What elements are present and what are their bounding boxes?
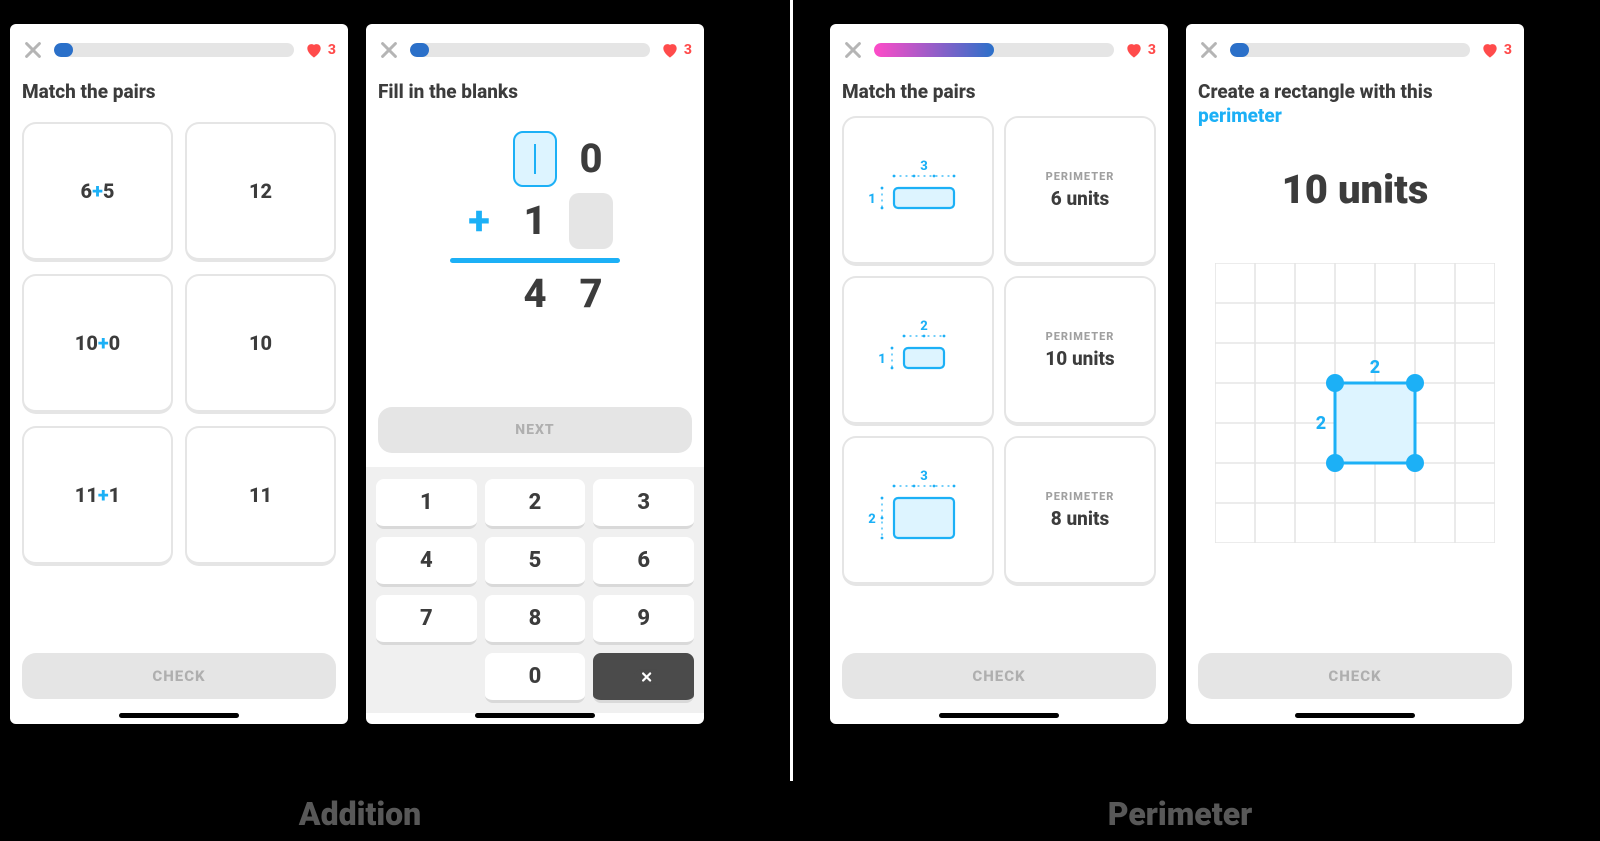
key-spacer bbox=[376, 653, 477, 703]
progress-fill bbox=[54, 43, 73, 57]
digit-row2-left: 1 bbox=[513, 197, 557, 244]
home-indicator bbox=[1295, 713, 1415, 718]
numkey-4[interactable]: 4 bbox=[376, 537, 477, 587]
next-button[interactable]: NEXT bbox=[378, 407, 692, 453]
progress-bar bbox=[410, 43, 650, 57]
progress-bar bbox=[54, 43, 294, 57]
digit-sum-right: 7 bbox=[569, 270, 613, 317]
hearts-counter[interactable]: 3 bbox=[1480, 40, 1512, 60]
match-card[interactable]: 6 + 5 bbox=[22, 122, 173, 262]
hearts-counter[interactable]: 3 bbox=[1124, 40, 1156, 60]
keypad: 123 456 7890 bbox=[366, 467, 704, 713]
progress-bar bbox=[874, 43, 1114, 57]
phone-perimeter-create: 3 Create a rectangle with this perimeter… bbox=[1186, 24, 1524, 724]
numkey-8[interactable]: 8 bbox=[485, 595, 586, 645]
prompt-part-a: Create a rectangle with this bbox=[1198, 80, 1433, 103]
svg-text:3: 3 bbox=[920, 469, 928, 484]
progress-fill bbox=[410, 43, 429, 57]
answer-card[interactable]: PERIMETER8 units bbox=[1004, 436, 1156, 586]
home-indicator bbox=[119, 713, 239, 718]
grid-canvas[interactable]: 22 bbox=[1215, 263, 1495, 547]
progress-fill bbox=[1230, 43, 1249, 57]
numkey-0[interactable]: 0 bbox=[485, 653, 586, 703]
hearts-counter[interactable]: 3 bbox=[660, 40, 692, 60]
numkey-7[interactable]: 7 bbox=[376, 595, 477, 645]
svg-text:2: 2 bbox=[868, 512, 876, 527]
heart-count: 3 bbox=[328, 42, 336, 58]
phone-addition-match: 3 Match the pairs 6 + 51210 + 01011 + 11… bbox=[10, 24, 348, 724]
heart-count: 3 bbox=[684, 42, 692, 58]
close-icon[interactable] bbox=[842, 39, 864, 61]
prompt-highlight: perimeter bbox=[1198, 104, 1282, 127]
prompt-text: Fill in the blanks bbox=[378, 80, 692, 104]
plus-sign: + bbox=[457, 197, 501, 244]
answer-card[interactable]: PERIMETER10 units bbox=[1004, 276, 1156, 426]
numkey-6[interactable]: 6 bbox=[593, 537, 694, 587]
svg-text:2: 2 bbox=[1316, 413, 1326, 434]
svg-text:3: 3 bbox=[920, 159, 928, 174]
hearts-counter[interactable]: 3 bbox=[304, 40, 336, 60]
target-perimeter: 10 units bbox=[1198, 166, 1512, 213]
heart-count: 3 bbox=[1148, 42, 1156, 58]
numkey-9[interactable]: 9 bbox=[593, 595, 694, 645]
svg-text:2: 2 bbox=[1370, 357, 1380, 378]
check-button[interactable]: CHECK bbox=[842, 653, 1156, 699]
caption-addition: Addition bbox=[10, 795, 710, 833]
vertical-divider bbox=[790, 0, 793, 781]
svg-text:1: 1 bbox=[878, 352, 886, 367]
phone-addition-fill: 3 Fill in the blanks 0 + 1 bbox=[366, 24, 704, 724]
phone-perimeter-match: 3 Match the pairs 31PERIMETER6 units21PE… bbox=[830, 24, 1168, 724]
progress-fill bbox=[874, 43, 994, 57]
shape-card[interactable]: 31 bbox=[842, 116, 994, 266]
blank-idle-input[interactable] bbox=[569, 193, 613, 249]
numkey-3[interactable]: 3 bbox=[593, 479, 694, 529]
prompt-text: Match the pairs bbox=[22, 80, 336, 104]
prompt-text: Match the pairs bbox=[842, 80, 1156, 104]
digit-sum-left: 4 bbox=[513, 270, 557, 317]
home-indicator bbox=[475, 713, 595, 718]
shape-card[interactable]: 32 bbox=[842, 436, 994, 586]
match-card[interactable]: 12 bbox=[185, 122, 336, 262]
digit-top-right: 0 bbox=[569, 135, 613, 182]
svg-text:1: 1 bbox=[868, 192, 876, 207]
match-card[interactable]: 10 bbox=[185, 274, 336, 414]
home-indicator bbox=[939, 713, 1059, 718]
close-icon[interactable] bbox=[1198, 39, 1220, 61]
match-card[interactable]: 11 + 1 bbox=[22, 426, 173, 566]
svg-text:2: 2 bbox=[920, 319, 928, 334]
caption-perimeter: Perimeter bbox=[830, 795, 1530, 833]
shape-card[interactable]: 21 bbox=[842, 276, 994, 426]
check-button[interactable]: CHECK bbox=[22, 653, 336, 699]
prompt-text: Create a rectangle with this perimeter bbox=[1198, 80, 1512, 128]
backspace-key[interactable] bbox=[593, 653, 694, 703]
numkey-1[interactable]: 1 bbox=[376, 479, 477, 529]
match-card[interactable]: 10 + 0 bbox=[22, 274, 173, 414]
blank-active-input[interactable] bbox=[513, 131, 557, 187]
progress-bar bbox=[1230, 43, 1470, 57]
check-button[interactable]: CHECK bbox=[1198, 653, 1512, 699]
heart-count: 3 bbox=[1504, 42, 1512, 58]
numkey-2[interactable]: 2 bbox=[485, 479, 586, 529]
answer-card[interactable]: PERIMETER6 units bbox=[1004, 116, 1156, 266]
close-icon[interactable] bbox=[378, 39, 400, 61]
numkey-5[interactable]: 5 bbox=[485, 537, 586, 587]
close-icon[interactable] bbox=[22, 39, 44, 61]
match-card[interactable]: 11 bbox=[185, 426, 336, 566]
